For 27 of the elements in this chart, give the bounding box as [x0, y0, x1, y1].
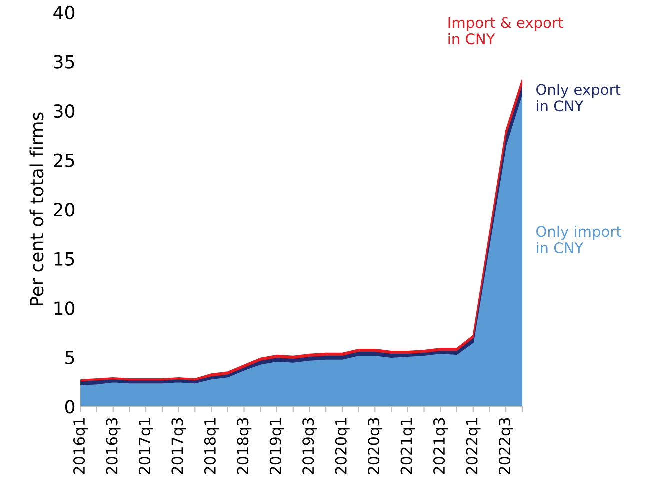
series-label: Only export in CNY [536, 84, 621, 112]
x-tick-label: 2017q1 [138, 418, 154, 474]
y-tick-label: 30 [54, 104, 75, 118]
x-tick-label: 2017q3 [172, 418, 186, 474]
y-tick-label: 0 [65, 400, 75, 414]
x-tick-label: 2021q3 [434, 418, 448, 474]
x-tick-label: 2016q1 [74, 418, 88, 474]
x-tick-label: 2018q3 [237, 418, 252, 474]
x-tick-label: 2022q3 [498, 418, 514, 474]
x-tick-label: 2022q1 [466, 418, 481, 474]
y-tick-label: 25 [54, 154, 74, 168]
y-axis-title: Per cent of total firms [30, 112, 44, 306]
y-tick-label: 15 [54, 252, 74, 266]
y-tick-label: 5 [66, 351, 74, 365]
y-tick-label: 20 [54, 203, 75, 217]
x-tick-label: 2019q3 [302, 418, 318, 474]
text: Import & export in CNY [448, 17, 564, 45]
y-tick-label: 40 [54, 6, 75, 20]
x-tick-label: 2019q1 [270, 418, 284, 474]
x-tick-label: 2020q1 [335, 418, 350, 474]
y-tick-label: 10 [54, 302, 75, 316]
x-tick-label: 2016q3 [106, 418, 121, 474]
x-tick-label: 2020q3 [368, 418, 383, 474]
x-tick-label: 2018q1 [204, 418, 219, 474]
y-tick-label: 35 [54, 55, 74, 69]
x-tick-label: 2021q1 [400, 418, 416, 474]
series-label: Only import in CNY [536, 226, 622, 254]
